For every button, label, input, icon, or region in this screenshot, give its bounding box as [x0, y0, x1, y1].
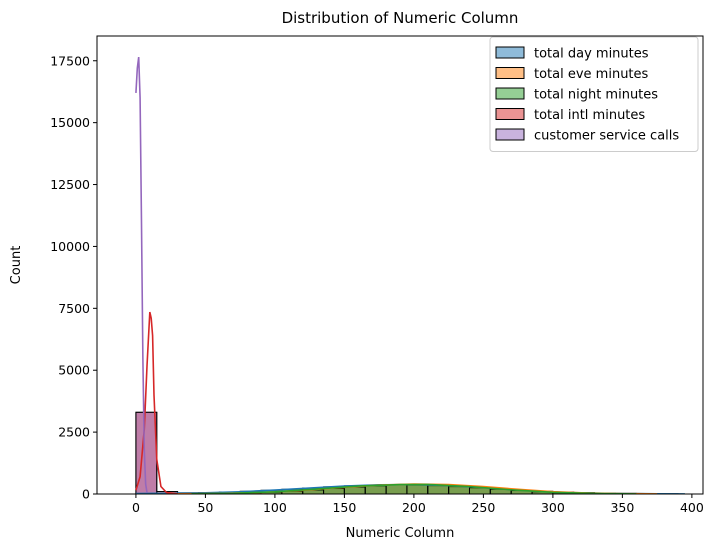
x-axis-title: Numeric Column [346, 526, 455, 541]
y-tick-label: 0 [82, 487, 90, 502]
histogram-bar [406, 484, 429, 494]
legend-label: total day minutes [534, 47, 649, 62]
legend-box [489, 36, 699, 152]
x-tick-label: 350 [610, 500, 634, 515]
chart-title: Distribution of Numeric Column [282, 9, 519, 27]
y-tick-label: 12500 [50, 177, 90, 192]
axes-frame [96, 35, 704, 495]
legend-label: total eve minutes [534, 67, 649, 82]
legend-swatch [495, 128, 525, 141]
x-tick-label: 50 [197, 500, 213, 515]
legend-swatch [495, 67, 525, 79]
legend-label: total night minutes [534, 88, 658, 103]
x-tick-label: 0 [132, 500, 140, 515]
x-tick-label: 250 [471, 500, 495, 515]
kde-line-series-2 [191, 483, 637, 494]
x-tick-label: 150 [332, 500, 356, 515]
x-tick-label: 300 [541, 500, 565, 515]
x-tick-label: 200 [402, 500, 426, 515]
legend-label: total intl minutes [534, 108, 645, 123]
y-tick-label: 10000 [50, 239, 90, 254]
legend: total day minutes total eve minutes total … [489, 36, 699, 152]
histogram-bar [427, 484, 450, 494]
histogram-bar [364, 485, 387, 494]
legend-swatch [495, 108, 525, 120]
histogram-bar [385, 484, 408, 494]
y-tick-label: 17500 [50, 53, 90, 68]
x-tick-label: 100 [263, 500, 287, 515]
legend-swatch [495, 87, 525, 100]
x-tick-label: 400 [680, 500, 704, 515]
y-tick-label: 5000 [58, 363, 90, 378]
legend-label: customer service calls [534, 129, 679, 144]
axes: 0 50 100 150 200 250 300 350 400 0 2500 5000 7500 100… [50, 35, 704, 515]
y-tick-label: 2500 [58, 425, 90, 440]
plot-area [135, 56, 685, 494]
y-tick-label: 15000 [50, 115, 90, 130]
kde-line-series-4 [135, 56, 148, 493]
legend-swatch [495, 46, 525, 59]
y-axis-title: Count [9, 246, 24, 285]
y-tick-label: 7500 [58, 301, 90, 316]
